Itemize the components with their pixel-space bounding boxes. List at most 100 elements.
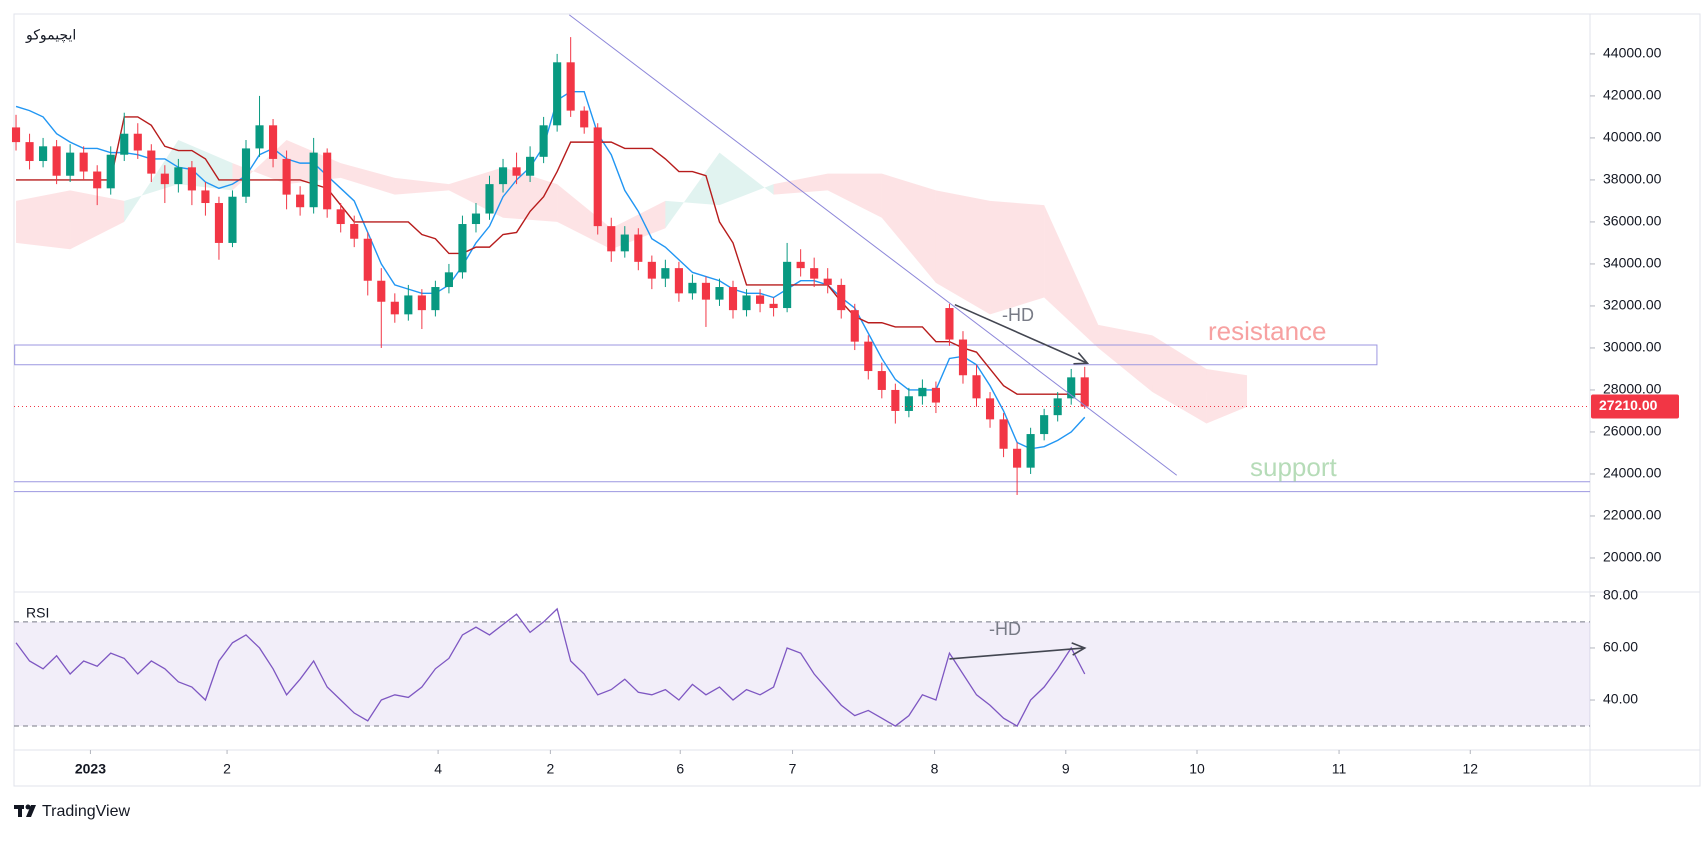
candle-body [891,389,900,411]
candle-body [485,184,494,214]
candle-body [417,295,426,311]
candle-body [701,282,711,300]
divergence-label: -HD [989,619,1021,639]
candle-body [160,173,169,185]
ichimoku-cloud [881,173,936,283]
candle-body [269,125,278,159]
x-tick-label: 12 [1462,761,1478,777]
candle-body [539,125,548,157]
y-tick-label: 36000.00 [1603,213,1662,229]
candle-body [444,272,453,288]
y-tick-label: 30000.00 [1603,339,1662,355]
candle-body [1013,448,1022,468]
candle-body [25,142,34,162]
x-tick-label: 8 [931,761,939,777]
ichimoku-cloud [1152,335,1207,424]
candle-body [282,158,291,195]
candle-body [945,308,954,340]
divergence-label: -HD [1002,305,1034,325]
candle-body [593,127,602,227]
ichimoku-cloud [719,152,774,206]
x-tick-label: 9 [1062,761,1070,777]
x-tick-label: 7 [789,761,797,777]
candle-body [674,268,683,294]
rsi-tick-label: 80.00 [1603,587,1638,603]
candle-body [688,282,697,294]
y-tick-label: 22000.00 [1603,507,1662,523]
rsi-line [15,607,1086,727]
candle-body [241,148,251,197]
candle-body [296,194,305,208]
candle-body [255,125,264,149]
candle-body [607,226,616,252]
candle-body [1080,377,1089,407]
candle-body [512,167,521,176]
candle-body [1067,377,1076,399]
y-tick-label: 28000.00 [1603,381,1662,397]
candle-body [458,224,467,273]
candle-body [985,398,995,420]
last-price-label: 27210.00 [1599,397,1658,413]
divergence-arrow [954,303,1088,365]
x-tick-label: 4 [434,761,442,777]
candle-body [566,62,575,111]
y-tick-label: 38000.00 [1603,171,1662,187]
x-tick-label: 10 [1189,761,1205,777]
indicator-title: ایچیموکو [25,27,76,44]
candle-body [11,127,21,143]
x-tick-label: 2 [546,761,554,777]
candle-body [823,278,832,285]
plot: 20000.00 22000.00 24000.00 26000.00 28000.00… [11,14,1679,777]
brand-logo [14,804,36,817]
candle-body [837,284,846,311]
candle-body [783,261,792,309]
ichimoku-cloud [394,177,449,195]
candle-body [214,203,224,243]
candle-body [363,238,372,281]
y-tick-label: 42000.00 [1603,87,1662,103]
ichimoku-cloud [1206,368,1248,424]
candle-body [39,146,48,162]
candle-body [796,261,805,269]
candle-body [93,171,102,189]
indicator-line [16,116,1085,395]
rsi-tick-label: 60.00 [1603,639,1638,655]
candle-body [201,190,210,204]
candle-body [431,287,440,311]
candle-body [120,133,129,155]
candle-body [728,287,738,311]
x-tick-label: 6 [676,761,684,777]
candle-body [187,167,196,191]
candle-body [390,301,399,315]
y-tick-label: 24000.00 [1603,465,1662,481]
ichimoku-cloud [1098,324,1153,393]
candle-body [999,419,1008,449]
candle-body [756,295,765,304]
candle-body [810,268,819,279]
candle-body [850,310,859,342]
candle-body [52,146,61,176]
frame [13,13,1701,787]
candle-body [471,213,481,225]
candle-body [931,387,940,403]
last-price-box [1591,394,1679,419]
ichimoku-cloud [1044,205,1099,348]
candle-body [323,152,332,210]
candle-body [526,156,535,176]
candle-body [1053,398,1062,416]
y-tick-label: 40000.00 [1603,129,1662,145]
candle-body [1026,434,1035,468]
candle-body [877,371,886,390]
trendline [569,14,1178,476]
y-tick-label: 20000.00 [1603,549,1662,565]
ichimoku-cloud [990,200,1045,315]
candle-body [174,167,183,185]
candle-body [498,167,508,185]
candle-body [309,152,318,208]
candle-body [66,152,75,176]
y-tick-label: 32000.00 [1603,297,1662,313]
ichimoku-cloud [16,190,71,250]
ichimoku-cloud [340,163,395,195]
ichimoku-cloud [557,184,612,250]
